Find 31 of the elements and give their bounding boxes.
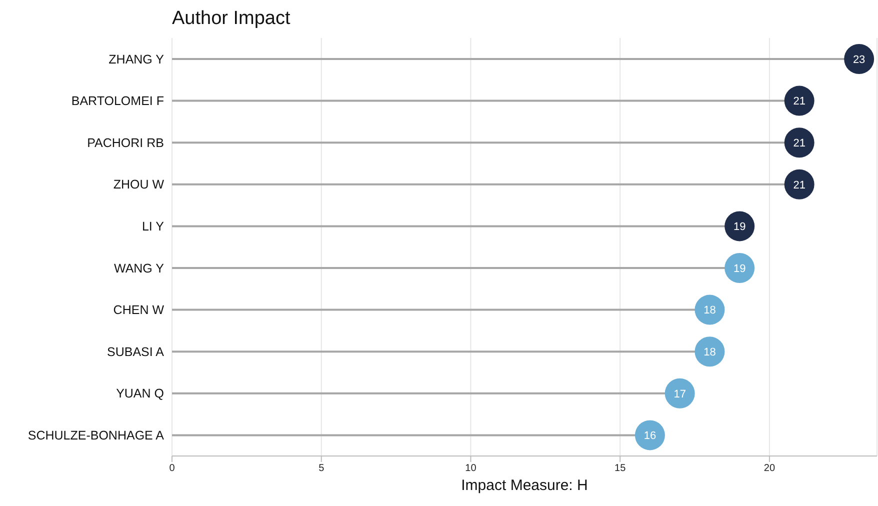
data-label: 18 bbox=[704, 304, 716, 317]
y-tick-label: PACHORI RB bbox=[87, 136, 164, 150]
data-label: 17 bbox=[674, 388, 686, 400]
x-tick-label: 0 bbox=[169, 463, 176, 474]
data-label: 18 bbox=[704, 346, 716, 358]
point bbox=[784, 128, 814, 158]
data-label: 23 bbox=[852, 54, 866, 66]
data-label: 21 bbox=[793, 96, 806, 108]
data-label: 21 bbox=[793, 137, 806, 150]
y-tick-label: WANG Y bbox=[114, 261, 165, 276]
y-tick-label: ZHOU W bbox=[113, 178, 164, 192]
y-tick-label: YUAN Q bbox=[116, 386, 164, 401]
y-tick-label: ZHANG Y bbox=[108, 52, 165, 66]
data-label: 16 bbox=[644, 430, 656, 442]
x-tick-label: 10 bbox=[465, 463, 477, 474]
x-tick-label: 20 bbox=[764, 463, 776, 474]
y-tick-label: SUBASI A bbox=[107, 344, 165, 359]
y-tick-label: CHEN W bbox=[113, 303, 164, 318]
y-tick-label: SCHULZE-BONHAGE A bbox=[28, 428, 165, 443]
point bbox=[784, 169, 814, 200]
y-tick-label: LI Y bbox=[142, 220, 165, 234]
data-label: 19 bbox=[733, 221, 746, 234]
x-tick-label: 5 bbox=[318, 463, 325, 474]
data-label: 21 bbox=[793, 179, 806, 192]
chart-title: Author Impact bbox=[171, 8, 292, 31]
point bbox=[664, 378, 695, 408]
data-label: 19 bbox=[733, 262, 746, 275]
x-axis-title: Impact Measure: H bbox=[461, 477, 588, 494]
point bbox=[784, 86, 814, 116]
x-tick-label: 15 bbox=[614, 463, 626, 474]
y-tick-label: BARTOLOMEI F bbox=[71, 94, 164, 108]
